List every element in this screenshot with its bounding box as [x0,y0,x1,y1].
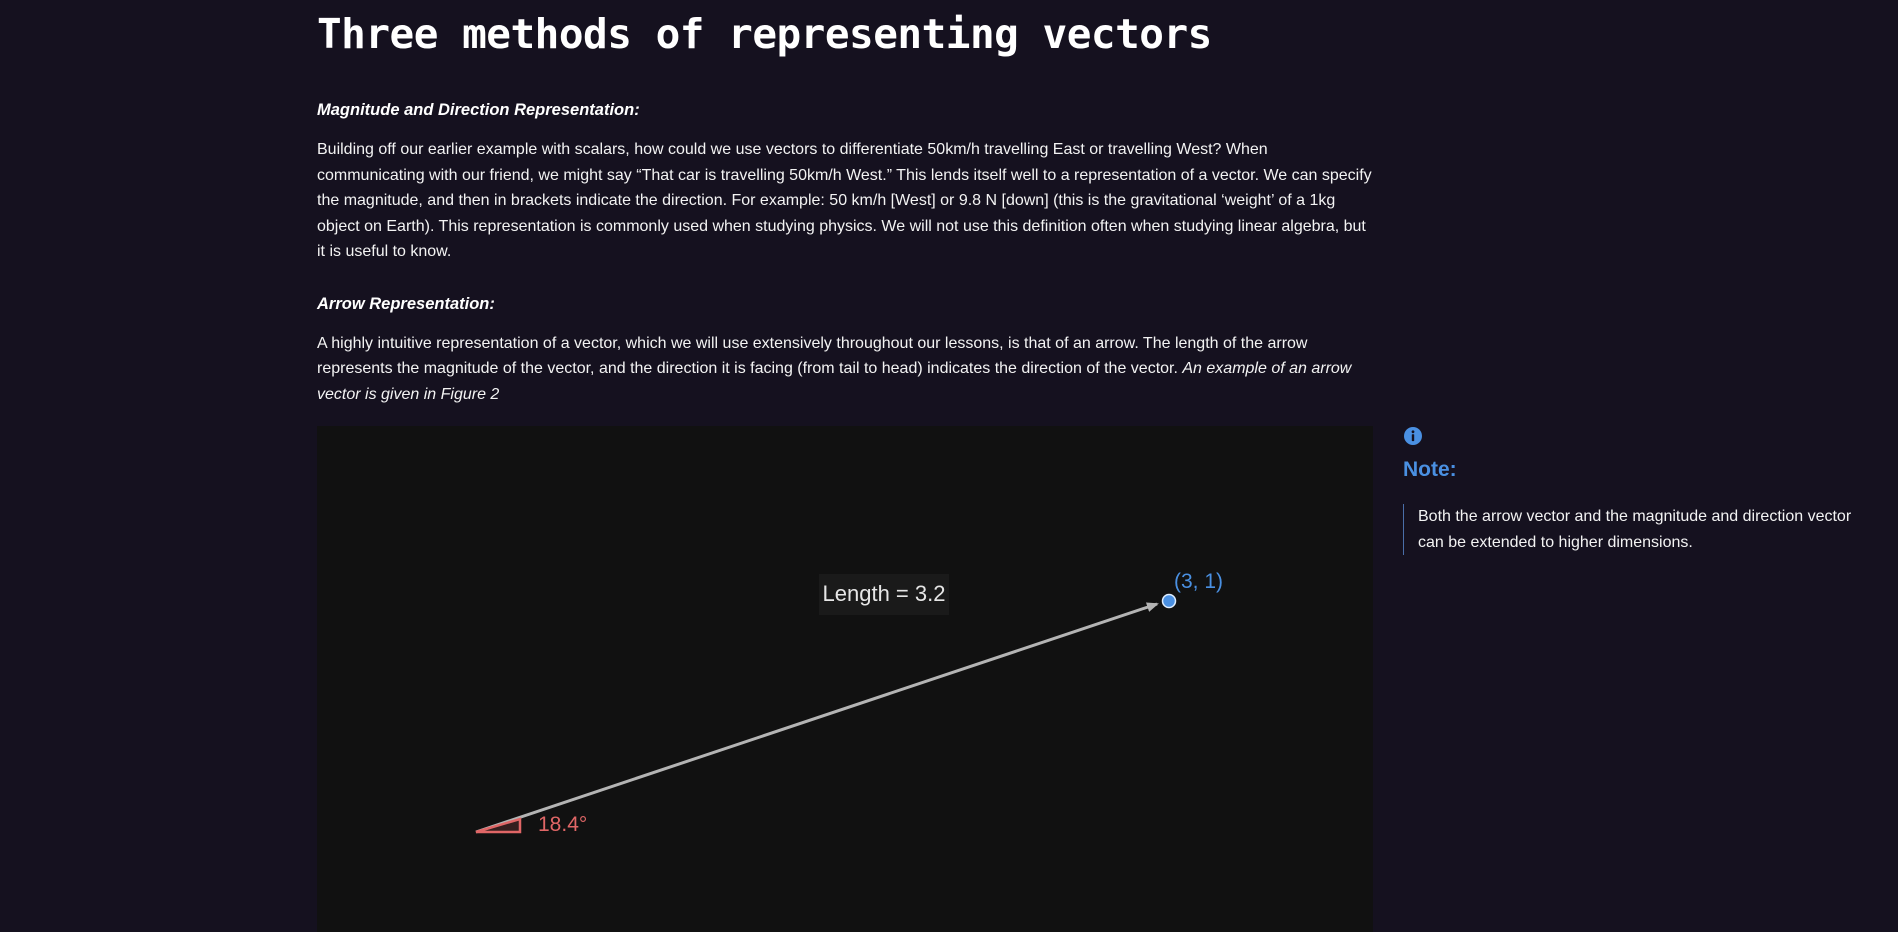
note-callout: Note: Both the arrow vector and the magn… [1403,426,1873,555]
arrow-vector-figure[interactable]: 18.4° Length = 3.2 (3, 1) [317,426,1373,932]
main-content: Magnitude and Direction Representation: … [317,95,1377,431]
note-title: Note: [1403,458,1457,481]
arrow-vector-svg: 18.4° Length = 3.2 (3, 1) [475,570,1223,836]
magnitude-direction-paragraph: Building off our earlier example with sc… [317,141,1372,260]
vector-arrow [475,602,1159,834]
note-body: Both the arrow vector and the magnitude … [1403,504,1873,555]
arrow-representation-text: A highly intuitive representation of a v… [317,334,1308,378]
figure-reference-text: An example of an arrow vector is given i… [317,360,1352,403]
point-label: (3, 1) [1174,570,1223,593]
magnitude-direction-heading: Magnitude and Direction Representation: [317,101,640,119]
angle-marker [475,817,522,834]
arrow-representation-paragraph: A highly intuitive representation of a v… [317,331,1377,408]
page-title: Three methods of representing vectors [317,10,1212,58]
length-label-box [819,574,949,615]
angle-label: 18.4° [538,813,587,836]
length-label: Length = 3.2 [823,581,946,606]
info-icon [1404,427,1422,445]
vector-head-point[interactable] [1161,593,1177,609]
arrow-representation-heading: Arrow Representation: [317,294,495,313]
